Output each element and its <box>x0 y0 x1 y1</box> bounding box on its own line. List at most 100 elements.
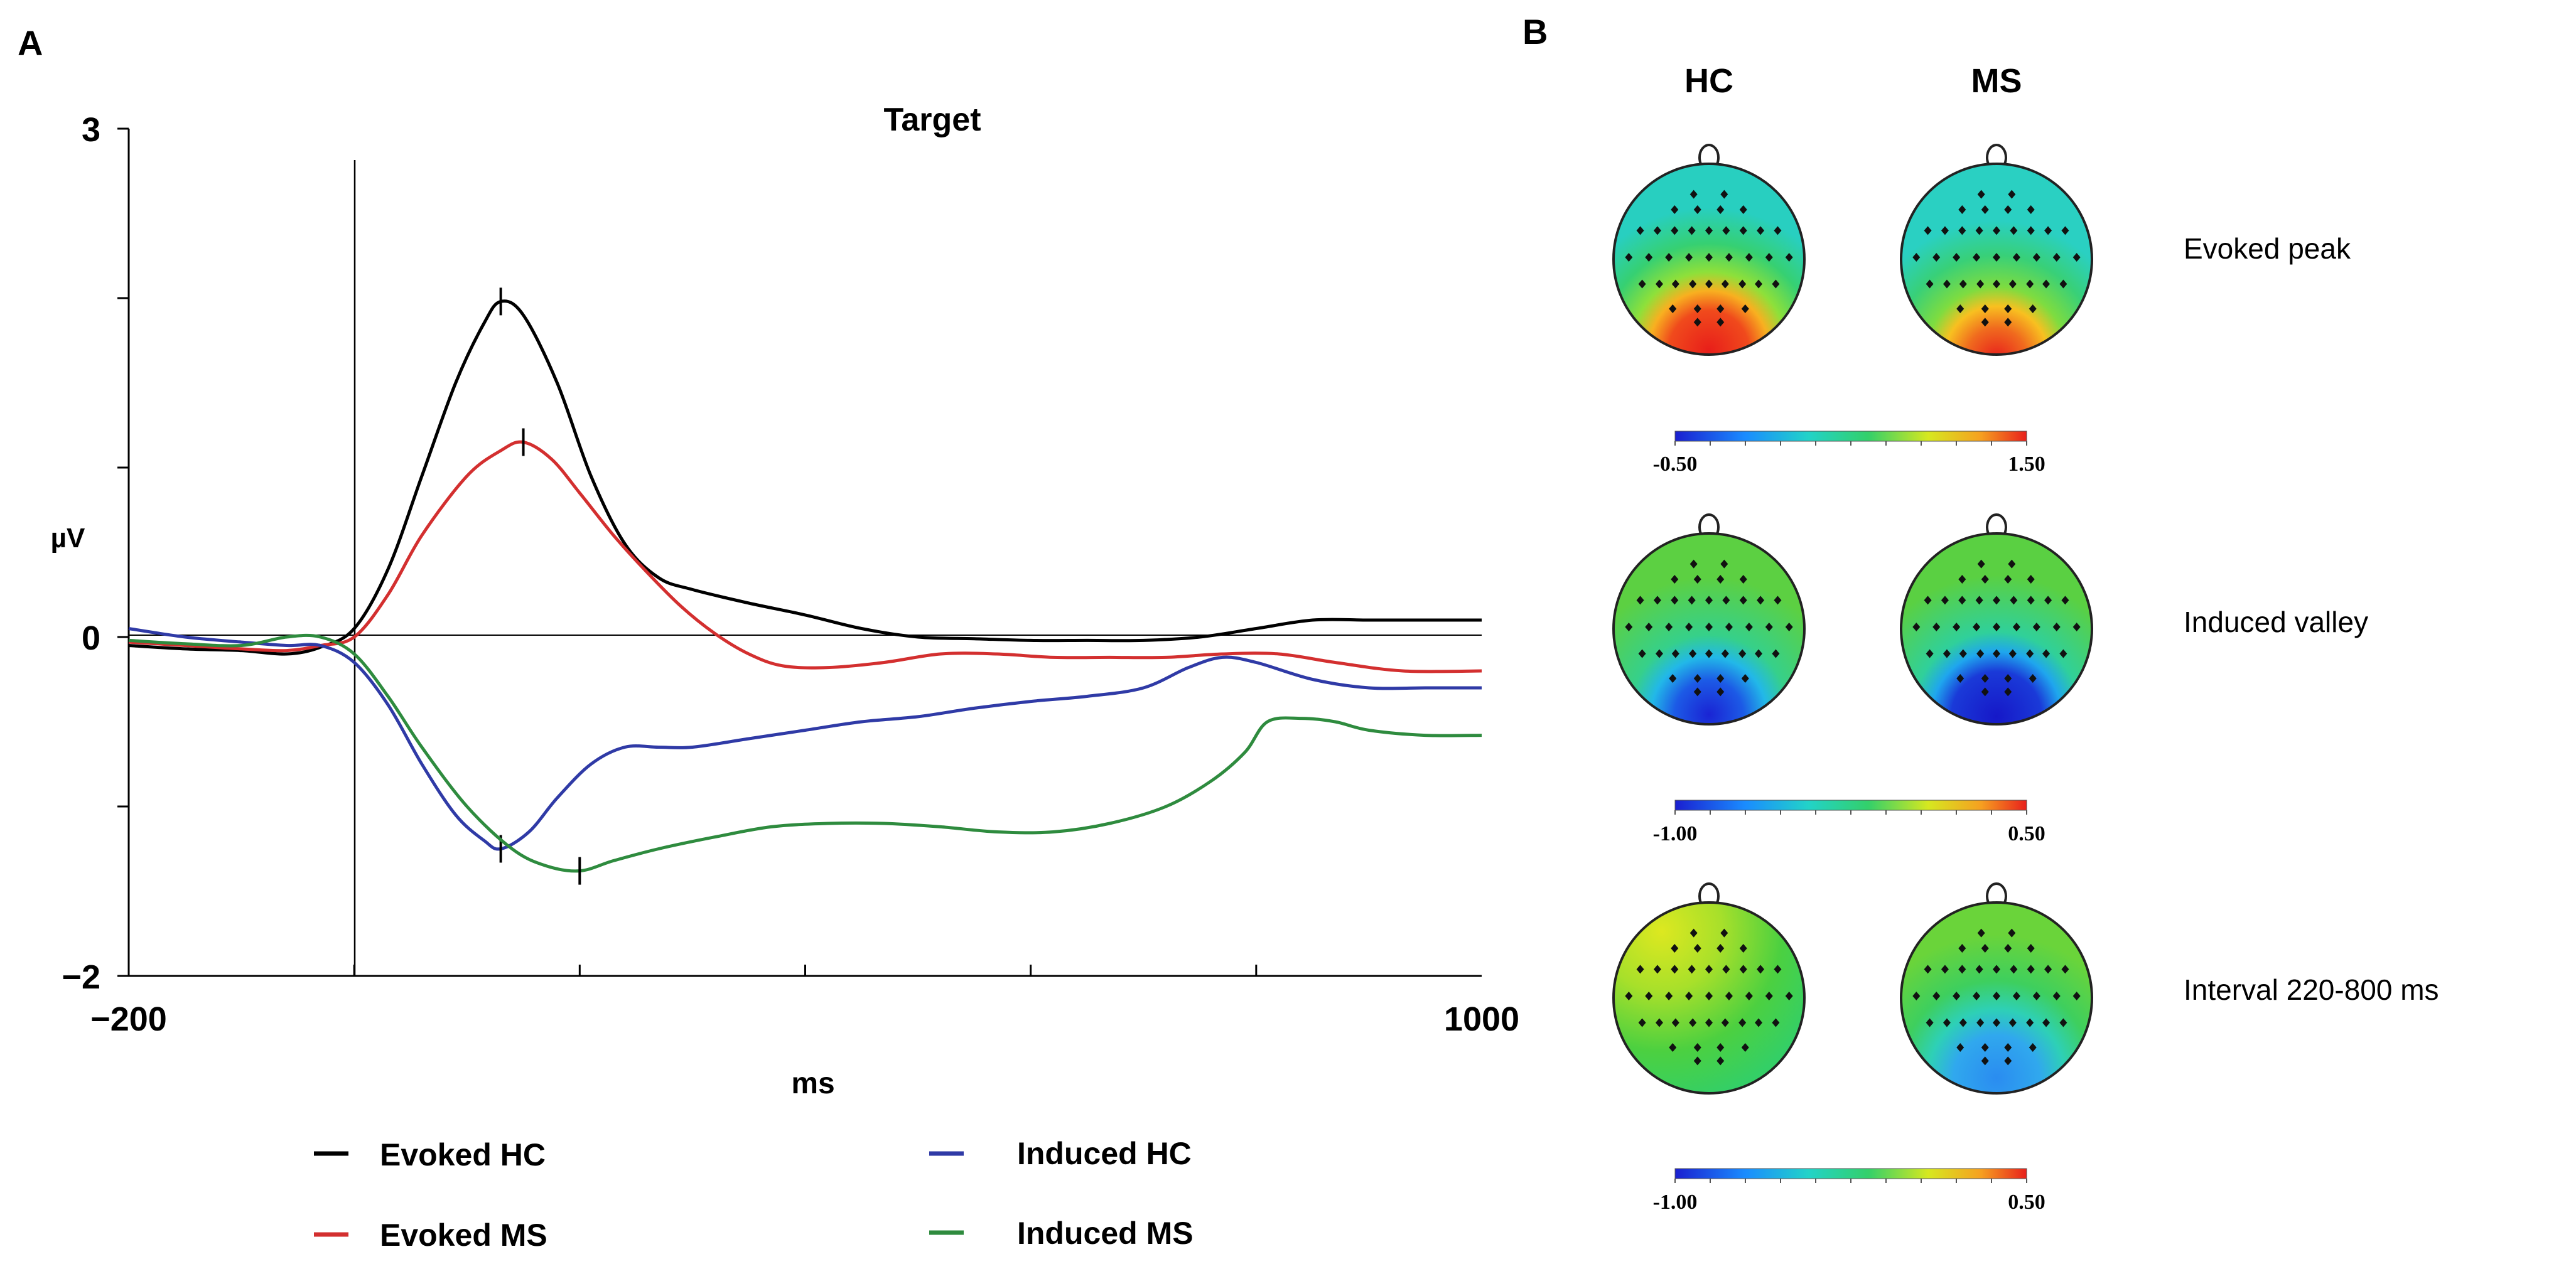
x-tick-label: −200 <box>90 1000 167 1038</box>
electrode <box>1665 622 1673 631</box>
electrode <box>1669 1043 1677 1052</box>
electrode <box>1705 596 1713 605</box>
electrode <box>1765 622 1773 631</box>
electrode <box>2004 674 2012 683</box>
electrode <box>1721 649 1729 658</box>
electrode <box>1693 318 1701 327</box>
electrode <box>1671 943 1679 953</box>
electrode <box>1693 205 1701 214</box>
electrode <box>2008 928 2016 938</box>
electrode <box>1993 226 2000 235</box>
electrode <box>1669 674 1677 683</box>
electrode <box>2044 596 2052 605</box>
colorbar-interval: -1.00 0.50 <box>1653 1168 2045 1214</box>
electrode <box>2004 1043 2012 1052</box>
electrode <box>2012 252 2020 262</box>
electrode <box>1720 190 1728 199</box>
electrode <box>1981 205 1989 214</box>
electrode <box>1716 1056 1725 1066</box>
y-tick-label: −2 <box>62 958 100 996</box>
electrode <box>1638 649 1646 658</box>
electrode <box>1739 943 1747 953</box>
electrode <box>2032 991 2040 1000</box>
electrode <box>1772 649 1780 658</box>
electrode <box>2008 649 2017 658</box>
electrode <box>1981 1056 1989 1066</box>
electrode <box>1975 596 1983 605</box>
electrode <box>1738 1018 1747 1027</box>
panel-b-label: B <box>1522 12 1548 51</box>
electrode <box>1693 687 1701 697</box>
electrode <box>2027 943 2035 953</box>
head-map-hc-evoked-peak <box>1612 144 1806 356</box>
electrode <box>1636 965 1644 974</box>
column-label-ms: MS <box>1971 62 2022 100</box>
electrode <box>1981 574 1989 584</box>
electrode <box>1932 252 1941 262</box>
electrode <box>1705 226 1713 235</box>
electrode <box>1739 226 1747 235</box>
electrode <box>1981 318 1989 327</box>
electrode <box>1976 1018 1985 1027</box>
legend-label-induced-ms: Induced MS <box>1017 1216 1194 1251</box>
head-map-ms-induced-valley <box>1900 513 2093 726</box>
legend-item-induced-hc: Induced HC <box>929 1136 1192 1171</box>
electrode <box>1716 205 1725 214</box>
electrode <box>1645 252 1653 262</box>
electrode-array <box>1912 928 2081 1066</box>
electrode <box>1975 965 1983 974</box>
electrode <box>2012 622 2020 631</box>
colorbar-gradient <box>1674 800 2027 811</box>
electrode <box>1785 991 1793 1000</box>
electrode <box>1941 596 1949 605</box>
y-tick-label: 3 <box>82 111 100 149</box>
electrode <box>2061 965 2069 974</box>
electrode <box>2026 649 2034 658</box>
electrode <box>1720 928 1728 938</box>
colorbar-induced-valley: -1.00 0.50 <box>1653 800 2045 845</box>
electrode <box>1765 991 1773 1000</box>
row-label-induced-valley: Induced valley <box>2184 606 2368 638</box>
colorbar-max-label: 0.50 <box>2008 1191 2045 1214</box>
electrode <box>2052 991 2061 1000</box>
electrode <box>1741 1043 1749 1052</box>
electrode <box>2042 649 2051 658</box>
electrode <box>1685 622 1693 631</box>
colorbar-ticks <box>1674 810 2027 815</box>
electrode <box>1722 596 1730 605</box>
electrode <box>1688 965 1696 974</box>
topomap-panel: HC MS Evoked peak Induced valley Interva… <box>1612 62 2439 1214</box>
electrode <box>1671 279 1679 289</box>
electrode <box>1671 596 1679 605</box>
electrode <box>1912 622 1921 631</box>
y-axis-label: µV <box>51 523 85 554</box>
y-tick-label: 0 <box>82 619 100 657</box>
electrode <box>1977 928 1985 938</box>
electrode <box>1912 252 1921 262</box>
series-line-induced-ms <box>128 633 1482 873</box>
electrode <box>1774 226 1782 235</box>
electrode <box>1693 304 1701 314</box>
electrode <box>1636 596 1644 605</box>
electrode <box>1739 596 1747 605</box>
head-map-ms-interval <box>1900 882 2093 1095</box>
electrode <box>1926 1018 1934 1027</box>
electrode-array <box>1625 190 1793 327</box>
electrode <box>1689 1018 1697 1027</box>
legend-item-evoked-hc: Evoked HC <box>314 1137 546 1172</box>
electrode <box>1745 252 1753 262</box>
electrode <box>1912 991 1921 1000</box>
electrode <box>1739 965 1747 974</box>
electrode-array <box>1625 928 1793 1066</box>
electrode <box>2004 318 2012 327</box>
electrode <box>1941 965 1949 974</box>
electrode <box>1693 674 1701 683</box>
electrode <box>1924 596 1932 605</box>
electrode <box>2004 205 2012 214</box>
electrode <box>2029 304 2037 314</box>
electrode <box>1716 674 1725 683</box>
electrode <box>1645 622 1653 631</box>
electrode <box>1958 596 1966 605</box>
electrode <box>2052 252 2061 262</box>
